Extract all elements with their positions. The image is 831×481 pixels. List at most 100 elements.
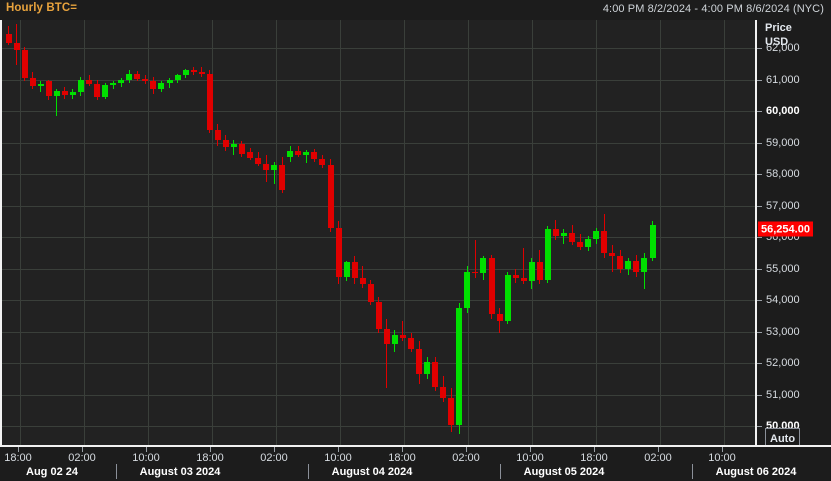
price-tick-label: 62,000 — [766, 42, 800, 55]
candle-body — [223, 139, 229, 148]
chart-header: Hourly BTC= 4:00 PM 8/2/2024 - 4:00 PM 8… — [0, 0, 831, 20]
candle-body — [247, 152, 253, 158]
candle-body — [424, 361, 430, 375]
gridline-horizontal — [2, 80, 757, 81]
gridline-horizontal — [2, 174, 757, 175]
candle-body — [319, 159, 325, 165]
candle-body — [440, 386, 446, 398]
time-tick-mark — [18, 447, 19, 452]
price-tick-mark — [757, 426, 762, 427]
candle-body — [231, 144, 237, 148]
price-tick-label: 52,000 — [766, 357, 800, 370]
price-tick-mark — [757, 143, 762, 144]
candle-body — [400, 334, 406, 338]
candle-body — [497, 314, 503, 321]
time-tick-mark — [146, 447, 147, 452]
candle-body — [368, 284, 374, 302]
price-tick-label: 61,000 — [766, 73, 800, 86]
gridline-horizontal — [2, 332, 757, 333]
candle-body — [561, 232, 567, 236]
candle-body — [521, 278, 527, 282]
price-axis[interactable]: Price USD 62,000 61,000 60,000 59,000 58,000 57… — [755, 20, 831, 449]
candle-body — [352, 262, 358, 279]
candle-body — [126, 73, 132, 81]
price-tick-label: 58,000 — [766, 168, 800, 181]
candle-body — [167, 79, 173, 83]
gridline-vertical — [84, 20, 85, 445]
candle-body — [448, 397, 454, 425]
candle-body — [271, 165, 277, 170]
time-tick-label: 18:00 — [580, 452, 608, 464]
candle-body — [633, 260, 639, 272]
time-axis[interactable]: 18:00 02:00 10:00 18:00 02:00 10:00 18:00 02:00… — [0, 445, 831, 481]
price-tick-label: 51,000 — [766, 388, 800, 401]
candle-body — [392, 334, 398, 345]
time-tick-label: 18:00 — [388, 452, 416, 464]
candle-body — [102, 85, 108, 98]
gridline-horizontal — [2, 269, 757, 270]
chart-date-range: 4:00 PM 8/2/2024 - 4:00 PM 8/6/2024 (NYC… — [602, 3, 824, 15]
candle-wick — [475, 240, 476, 279]
candle-body — [142, 79, 148, 82]
candle-wick — [40, 81, 41, 93]
candle-body — [279, 165, 285, 190]
auto-scale-label: Auto — [770, 433, 796, 445]
candle-body — [183, 70, 189, 76]
gridline-vertical — [148, 20, 149, 445]
candle-wick — [386, 319, 387, 389]
candle-wick — [306, 149, 307, 164]
price-tick-mark — [757, 363, 762, 364]
candle-wick — [402, 320, 403, 342]
candle-body — [134, 73, 140, 80]
candle-body — [70, 92, 76, 95]
candle-body — [46, 81, 52, 97]
candle-body — [650, 224, 656, 258]
time-tick-mark — [338, 447, 339, 452]
candle-body — [215, 130, 221, 140]
candle-body — [328, 164, 334, 229]
candle-body — [489, 257, 495, 315]
candle-body — [360, 278, 366, 285]
candle-body — [432, 361, 438, 387]
candle-body — [376, 301, 382, 329]
candle-body — [336, 228, 342, 277]
candle-body — [311, 152, 317, 160]
gridline-horizontal — [2, 426, 757, 427]
candle-body — [464, 271, 470, 309]
current-price-marker[interactable]: 56,254.00 — [758, 221, 813, 237]
candle-wick — [274, 161, 275, 184]
candle-body — [505, 275, 511, 321]
gridline-horizontal — [2, 300, 757, 301]
candle-body — [38, 83, 44, 87]
gridline-horizontal — [2, 395, 757, 396]
price-tick-mark — [757, 269, 762, 270]
candle-body — [30, 78, 36, 87]
time-tick-mark — [402, 447, 403, 452]
gridline-vertical — [276, 20, 277, 445]
candle-body — [537, 262, 543, 280]
candlestick-plot-area[interactable] — [0, 20, 757, 445]
candle-body — [344, 262, 350, 277]
candle-body — [191, 70, 197, 72]
time-tick-mark — [274, 447, 275, 452]
gridline-vertical — [724, 20, 725, 445]
price-tick-label: 53,000 — [766, 325, 800, 338]
candle-body — [553, 229, 559, 236]
candle-body — [118, 80, 124, 83]
gridline-horizontal — [2, 143, 757, 144]
price-tick-label: 59,000 — [766, 136, 800, 149]
date-label: August 04 2024 — [331, 466, 413, 478]
time-tick-mark — [530, 447, 531, 452]
price-axis-unit: USD — [765, 36, 789, 48]
candle-body — [577, 241, 583, 247]
candle-body — [416, 348, 422, 375]
candle-body — [287, 150, 293, 157]
price-tick-mark — [757, 174, 762, 175]
candle-body — [263, 164, 269, 170]
time-tick-label: 02:00 — [452, 452, 480, 464]
time-tick-label: 18:00 — [4, 452, 32, 464]
time-tick-mark — [658, 447, 659, 452]
day-separator — [116, 464, 117, 479]
candle-body — [158, 82, 164, 90]
day-separator — [692, 464, 693, 479]
